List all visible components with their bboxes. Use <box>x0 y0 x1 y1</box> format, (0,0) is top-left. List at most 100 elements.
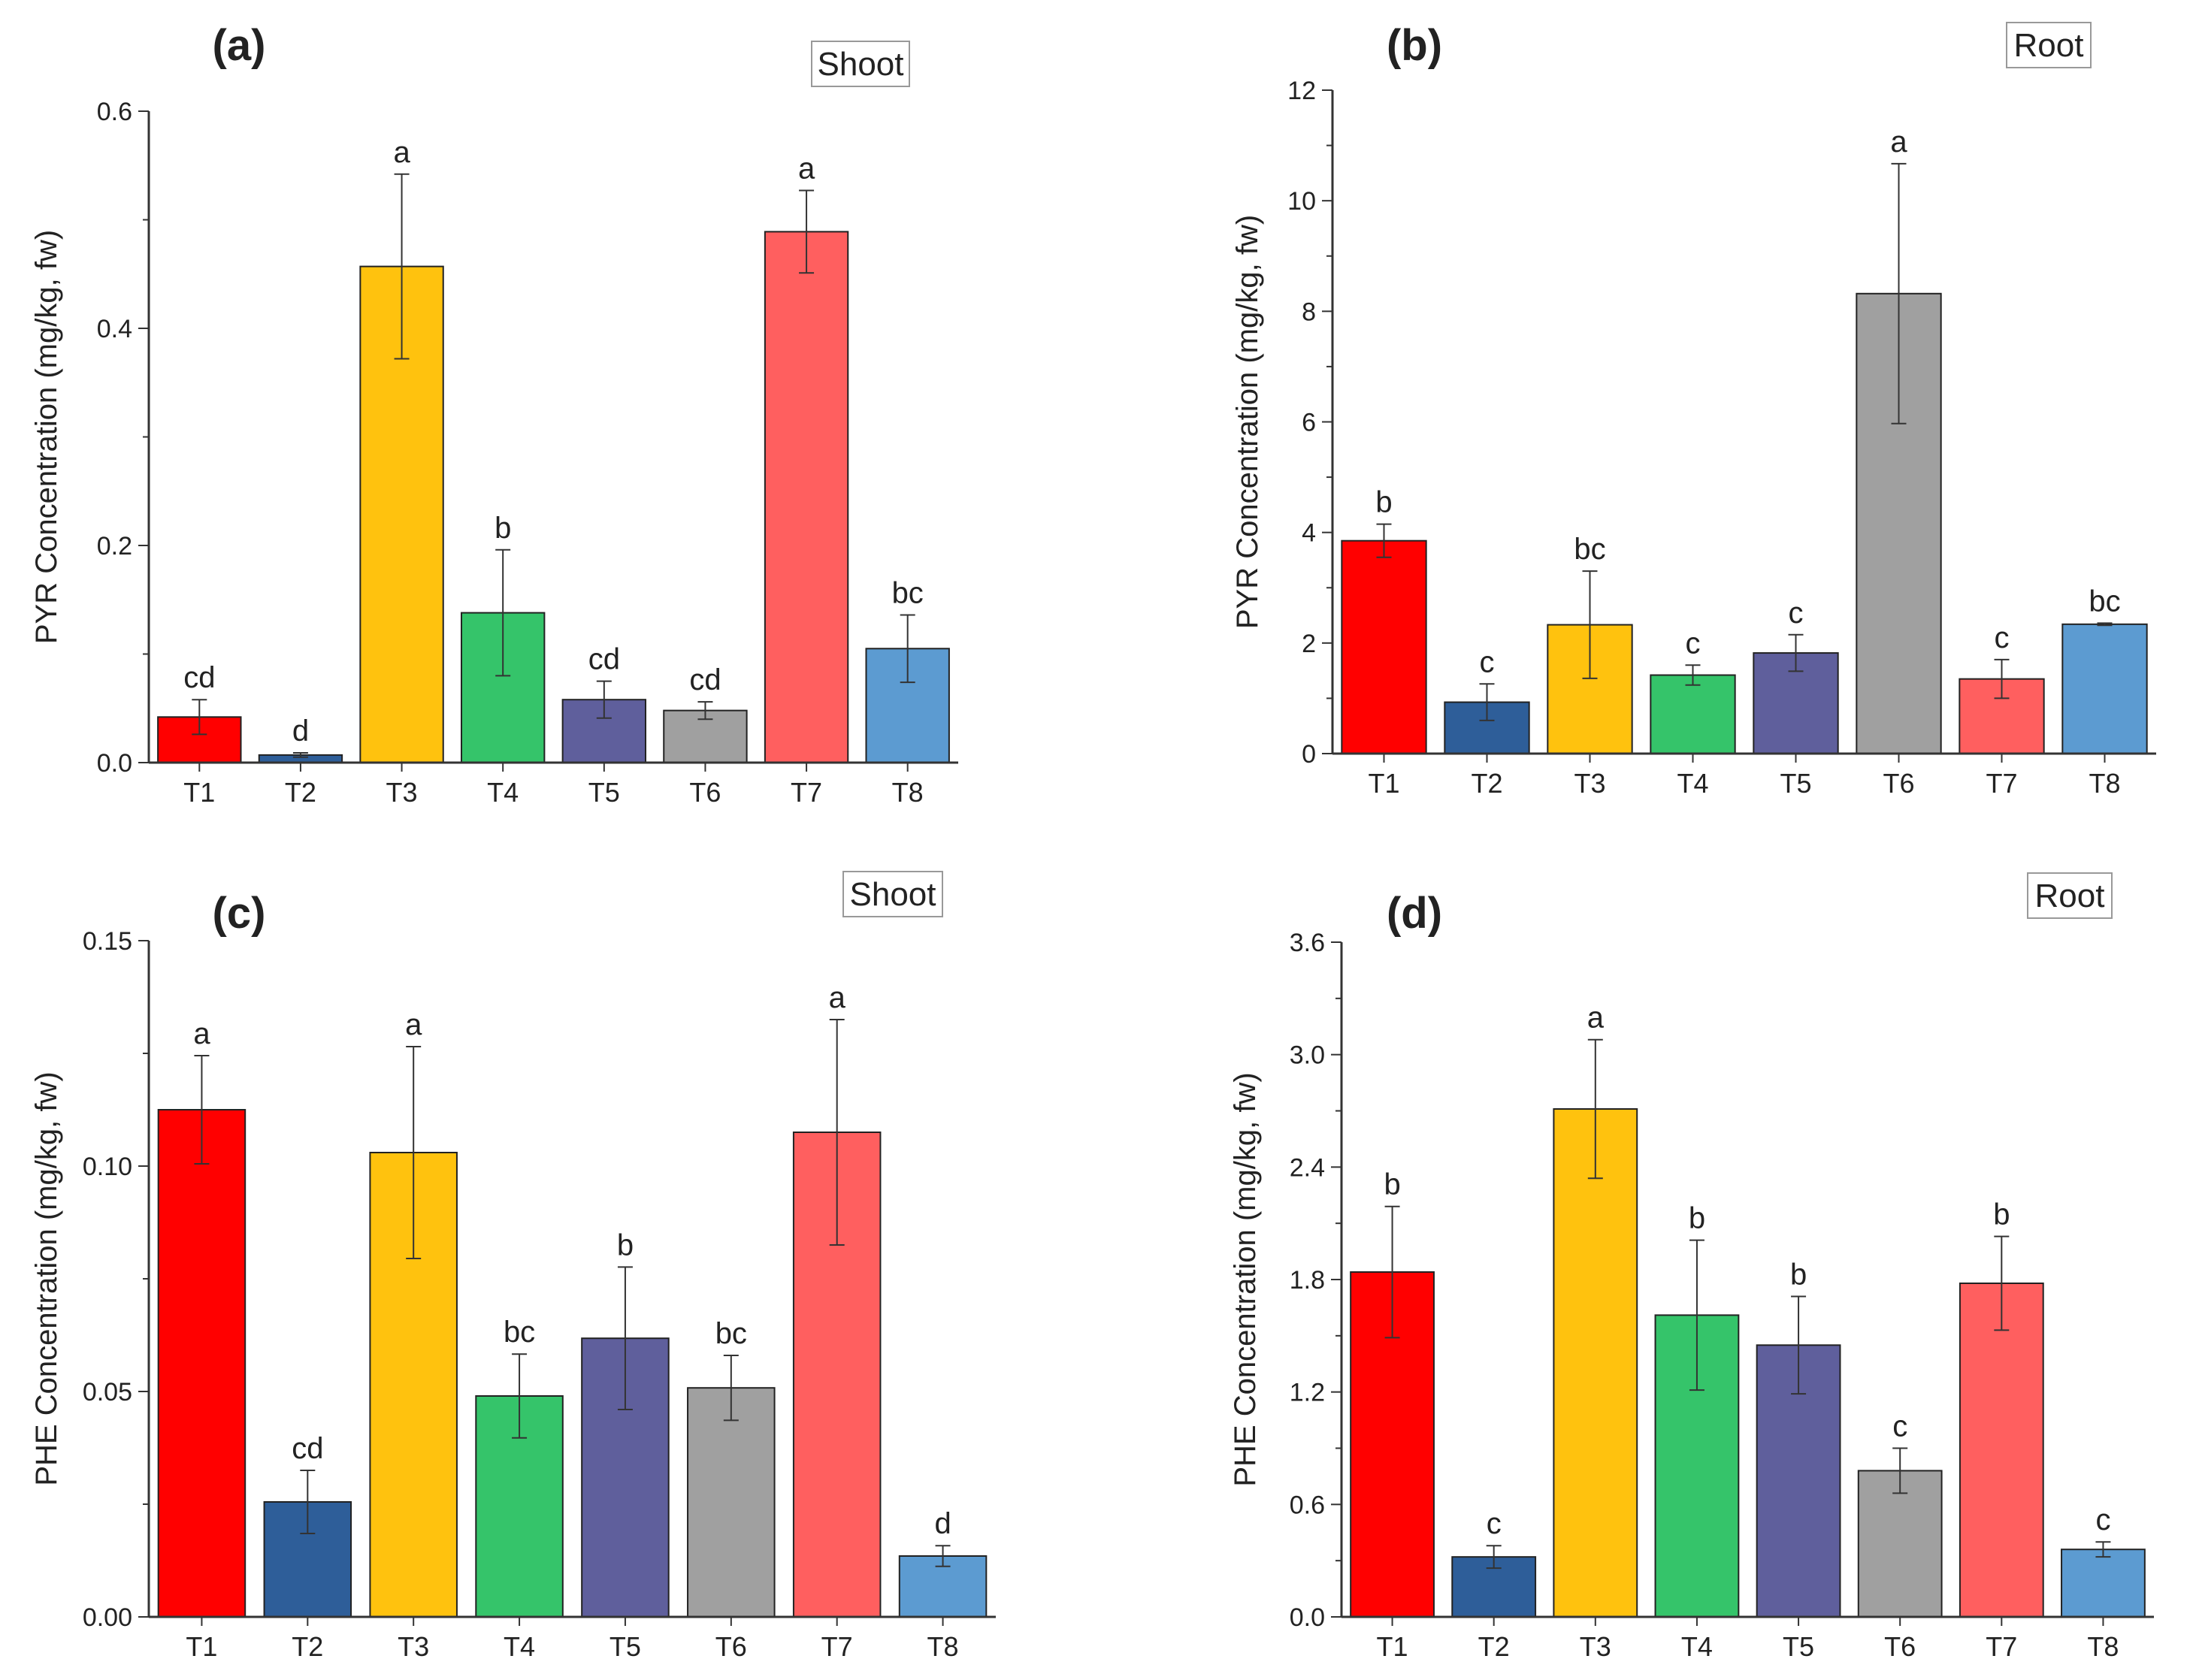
significance-letter: a <box>405 1008 422 1041</box>
tag-box <box>2006 22 2092 68</box>
bar-T4 <box>1650 674 1736 754</box>
x-tick-label: T4 <box>1681 1631 1713 1662</box>
significance-letter: b <box>1689 1202 1705 1235</box>
y-tick-label: 1.8 <box>1290 1266 1325 1295</box>
x-tick-label: T2 <box>285 777 316 808</box>
x-tick-label: T6 <box>689 777 721 808</box>
bar-T6 <box>687 1387 776 1618</box>
significance-letter: c <box>1686 627 1701 660</box>
significance-letter: b <box>1790 1258 1807 1291</box>
significance-letter: a <box>393 136 410 169</box>
x-tick-label: T5 <box>610 1631 641 1662</box>
y-tick-label: 0.0 <box>1290 1603 1325 1632</box>
x-tick-label: T8 <box>2087 1631 2119 1662</box>
y-axis-label: PYR Concentration (mg/kg, fw) <box>30 230 63 644</box>
bar-T7 <box>1959 1282 2044 1618</box>
x-tick-label: T1 <box>186 1631 217 1662</box>
significance-letter: bc <box>1574 533 1605 566</box>
y-axis-label: PYR Concentration (mg/kg, fw) <box>1231 215 1264 629</box>
bar-T8 <box>2061 1549 2146 1618</box>
y-tick-label: 6 <box>1302 409 1316 437</box>
significance-letter: bc <box>504 1316 535 1349</box>
x-tick-label: T6 <box>1883 768 1914 799</box>
significance-letter: b <box>1375 486 1392 519</box>
x-tick-label: T6 <box>1884 1631 1916 1662</box>
y-tick-label: 0.4 <box>97 315 132 343</box>
panel-label: (b) <box>1387 21 1442 70</box>
significance-letter: d <box>292 715 309 748</box>
bar-T8 <box>2061 623 2148 754</box>
y-tick-label: 0.6 <box>1290 1491 1325 1519</box>
significance-letter: d <box>934 1507 951 1540</box>
significance-letter: cd <box>588 643 620 676</box>
y-axis-label: PHE Concentration (mg/kg, fw) <box>30 1071 63 1485</box>
y-tick-label: 1.2 <box>1290 1379 1325 1407</box>
tag-box <box>811 41 910 87</box>
x-tick-label: T3 <box>1574 768 1605 799</box>
x-tick-label: T7 <box>821 1631 853 1662</box>
y-tick-label: 3.6 <box>1290 929 1325 957</box>
tag-label: Shoot <box>850 876 936 913</box>
y-tick-label: 10 <box>1287 187 1316 216</box>
significance-letter: a <box>1587 1002 1605 1035</box>
significance-letter: bc <box>892 576 924 609</box>
x-tick-label: T4 <box>487 777 519 808</box>
x-tick-label: T7 <box>1986 1631 2017 1662</box>
panel-a: (a) Shoot PYR Concentration (mg/kg, fw) cd T… <box>30 21 958 808</box>
y-tick-label: 0.00 <box>83 1603 132 1632</box>
y-tick-label: 12 <box>1287 77 1316 105</box>
y-tick-label: 3.0 <box>1290 1041 1325 1070</box>
significance-letter: c <box>1995 621 2010 654</box>
x-tick-label: T2 <box>292 1631 323 1662</box>
x-tick-label: T4 <box>1677 768 1708 799</box>
x-tick-label: T4 <box>504 1631 535 1662</box>
y-tick-label: 0.05 <box>83 1378 132 1407</box>
significance-letter: c <box>1892 1410 1907 1443</box>
x-tick-label: T3 <box>1580 1631 1611 1662</box>
panel-d: (d) Root PHE Concentration (mg/kg, fw) b T1 c… <box>1229 872 2154 1662</box>
significance-letter: cd <box>183 661 215 694</box>
x-tick-label: T1 <box>183 777 215 808</box>
tag-box <box>2027 872 2113 919</box>
y-tick-label: 0.10 <box>83 1153 132 1181</box>
bar-T7 <box>764 231 849 763</box>
x-tick-label: T2 <box>1471 768 1502 799</box>
bar-T1 <box>157 1109 247 1618</box>
x-tick-label: T8 <box>892 777 924 808</box>
significance-letter: c <box>1480 645 1495 678</box>
y-tick-label: 4 <box>1302 519 1316 548</box>
x-tick-label: T7 <box>791 777 822 808</box>
significance-letter: a <box>193 1017 210 1050</box>
significance-letter: a <box>1890 125 1907 159</box>
x-tick-label: T5 <box>1783 1631 1814 1662</box>
significance-letter: c <box>1789 597 1804 630</box>
tag-box <box>842 871 943 917</box>
y-tick-label: 2 <box>1302 630 1316 658</box>
x-tick-label: T3 <box>386 777 418 808</box>
y-tick-label: 0.15 <box>83 927 132 956</box>
significance-letter: cd <box>689 663 721 696</box>
panel-label: (d) <box>1387 889 1442 938</box>
y-tick-label: 0.0 <box>97 749 132 778</box>
significance-letter: bc <box>2089 585 2120 618</box>
panel-b: (b) Root PYR Concentration (mg/kg, fw) b T1 c… <box>1231 21 2156 799</box>
significance-letter: a <box>829 981 846 1014</box>
significance-letter: c <box>2095 1503 2110 1536</box>
y-tick-label: 0.6 <box>97 98 132 126</box>
significance-letter: b <box>495 512 511 545</box>
x-tick-label: T1 <box>1377 1631 1408 1662</box>
significance-letter: a <box>798 152 815 185</box>
x-tick-label: T6 <box>715 1631 747 1662</box>
significance-letter: bc <box>715 1317 747 1350</box>
x-tick-label: T3 <box>398 1631 429 1662</box>
significance-letter: c <box>1487 1507 1502 1540</box>
panel-label: (a) <box>213 21 266 70</box>
bar-T1 <box>1341 539 1427 754</box>
significance-letter: b <box>1384 1168 1400 1201</box>
x-tick-label: T1 <box>1368 768 1399 799</box>
y-tick-label: 0.2 <box>97 532 132 561</box>
x-tick-label: T5 <box>1780 768 1811 799</box>
x-tick-label: T8 <box>927 1631 959 1662</box>
significance-letter: b <box>1993 1198 2010 1231</box>
y-axis-label: PHE Concentration (mg/kg, fw) <box>1229 1072 1262 1486</box>
